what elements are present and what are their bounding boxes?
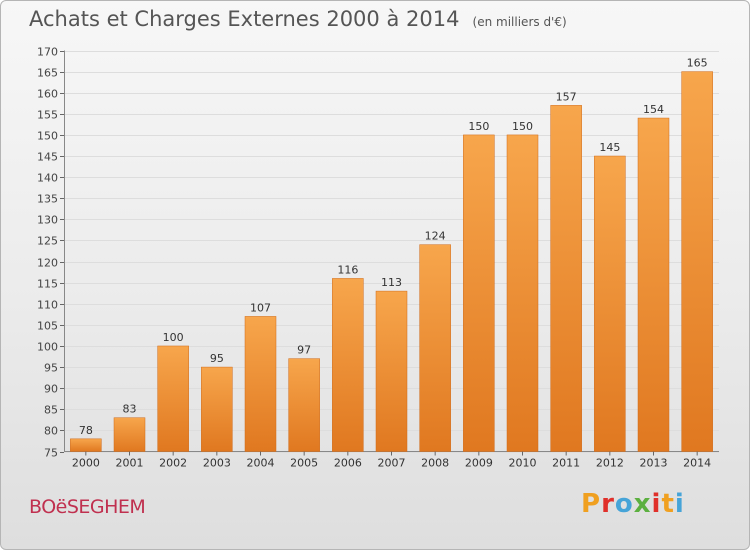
data-label-2002: 100 xyxy=(163,331,184,344)
chart-title: Achats et Charges Externes 2000 à 2014 xyxy=(29,7,460,31)
x-tick-label-2008: 2008 xyxy=(421,457,449,470)
x-tick-label-2014: 2014 xyxy=(683,457,711,470)
y-tick-label: 135 xyxy=(37,193,58,206)
y-tick-label: 150 xyxy=(37,130,58,143)
data-label-2000: 78 xyxy=(79,424,93,437)
chart-unit: (en milliers d'€) xyxy=(472,15,567,29)
x-axis: 2000 2001 2002 2003 2004 2005 2006 2007 2008 2009… xyxy=(72,451,711,470)
logo-letter: i xyxy=(674,489,685,519)
x-tick-label-2005: 2005 xyxy=(290,457,318,470)
x-tick-label-2009: 2009 xyxy=(465,457,493,470)
logo-letter: i xyxy=(651,489,662,519)
bar-2007 xyxy=(375,290,408,452)
proxiti-logo[interactable]: Proxiti xyxy=(581,489,685,519)
x-tick-label-2012: 2012 xyxy=(596,457,624,470)
y-tick-label: 155 xyxy=(37,109,58,122)
y-tick-label: 145 xyxy=(37,151,58,164)
x-tick-label-2004: 2004 xyxy=(247,457,275,470)
logo-letter: o xyxy=(614,489,634,519)
y-tick-label: 125 xyxy=(37,235,58,248)
data-label-2005: 97 xyxy=(297,344,311,357)
x-tick-label-2010: 2010 xyxy=(509,457,537,470)
bar-2012 xyxy=(594,155,626,452)
bars xyxy=(70,71,713,452)
y-tick-label: 130 xyxy=(37,214,58,227)
logo-letter: P xyxy=(581,489,602,519)
data-label-2006: 116 xyxy=(337,263,358,276)
commune-name: BOëSEGHEM xyxy=(29,496,146,518)
y-tick-label: 75 xyxy=(44,447,58,460)
y-tick-label: 120 xyxy=(37,257,58,270)
logo-letter: r xyxy=(601,489,615,519)
bar-2003 xyxy=(201,366,233,452)
data-label-2014: 165 xyxy=(687,57,708,70)
bar-2001 xyxy=(113,417,146,452)
bar-2011 xyxy=(550,105,582,452)
data-label-2003: 95 xyxy=(210,352,224,365)
data-label-2004: 107 xyxy=(250,301,271,314)
x-tick-label-2013: 2013 xyxy=(640,457,668,470)
data-label-2009: 150 xyxy=(468,120,489,133)
bar-2014 xyxy=(681,71,713,452)
logo-letter: t xyxy=(661,489,675,519)
y-tick-label: 90 xyxy=(44,383,58,396)
x-tick-label-2000: 2000 xyxy=(72,457,100,470)
y-tick-label: 160 xyxy=(37,88,58,101)
x-tick-label-2002: 2002 xyxy=(159,457,187,470)
chart-title-block: Achats et Charges Externes 2000 à 2014 (… xyxy=(29,7,567,31)
bar-2006 xyxy=(332,278,364,452)
bar-2009 xyxy=(463,134,495,452)
bar-2002 xyxy=(157,345,189,452)
y-tick-label: 100 xyxy=(37,341,58,354)
data-label-2010: 150 xyxy=(512,120,533,133)
x-tick-label-2003: 2003 xyxy=(203,457,231,470)
x-tick-label-2001: 2001 xyxy=(116,457,144,470)
y-tick-label: 105 xyxy=(37,320,58,333)
data-label-2013: 154 xyxy=(643,103,664,116)
y-tick-label: 110 xyxy=(37,299,58,312)
bar-2010 xyxy=(506,134,539,452)
y-tick-label: 85 xyxy=(44,404,58,417)
x-tick-label-2011: 2011 xyxy=(552,457,580,470)
bar-2013 xyxy=(637,117,670,452)
data-label-2001: 83 xyxy=(123,403,137,416)
data-label-2007: 113 xyxy=(381,276,402,289)
logo-letter: x xyxy=(633,489,652,519)
data-label-2008: 124 xyxy=(425,230,446,243)
bar-2008 xyxy=(419,244,451,452)
y-tick-label: 95 xyxy=(44,362,58,375)
y-tick-label: 165 xyxy=(37,67,58,80)
data-label-2012: 145 xyxy=(599,141,620,154)
data-labels: 78 83 100 95 107 97 116 113 124 150 150 157 145 154 16… xyxy=(79,57,708,437)
y-tick-label: 140 xyxy=(37,172,58,185)
bar-2005 xyxy=(288,358,320,452)
bar-2004 xyxy=(244,316,277,452)
y-tick-label: 80 xyxy=(44,425,58,438)
data-label-2011: 157 xyxy=(556,90,577,103)
y-tick-label: 115 xyxy=(37,278,58,291)
x-tick-label-2007: 2007 xyxy=(378,457,406,470)
bar-2000 xyxy=(70,438,102,452)
x-tick-label-2006: 2006 xyxy=(334,457,362,470)
y-tick-label: 170 xyxy=(37,46,58,59)
